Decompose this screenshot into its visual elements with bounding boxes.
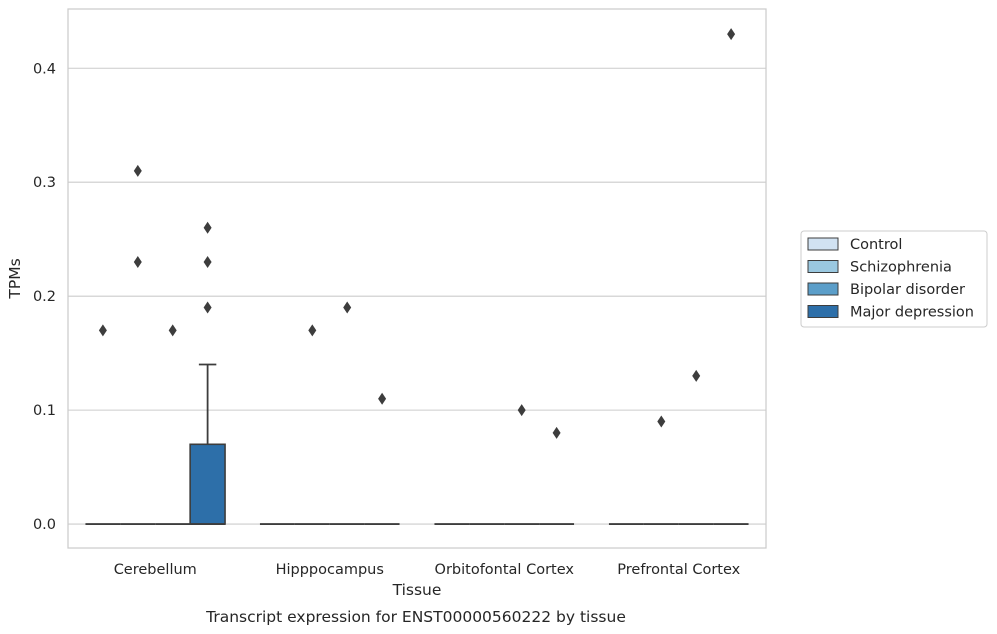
x-tick-label: Orbitofontal Cortex: [435, 562, 575, 578]
x-tick-labels: Cerebellum Hipppocampus Orbitofontal Corte…: [114, 562, 741, 578]
outlier-point: [517, 404, 526, 417]
outlier-point: [692, 369, 701, 382]
y-tick-labels: 0.0 0.1 0.2 0.3 0.4: [33, 61, 56, 533]
legend-swatch: [807, 260, 839, 273]
outlier-point: [308, 324, 317, 337]
y-tick-label: 0.2: [33, 289, 56, 305]
outlier-point: [378, 392, 387, 405]
gridlines: [68, 67, 766, 525]
x-tick-label: Hipppocampus: [276, 562, 384, 578]
legend-swatch: [807, 237, 839, 251]
x-axis-label: Tissue: [392, 581, 442, 599]
y-tick-label: 0.0: [33, 517, 56, 533]
outlier-point: [343, 301, 352, 314]
outlier-point: [133, 255, 142, 268]
y-tick-label: 0.4: [33, 61, 56, 77]
legend-swatch: [807, 282, 839, 296]
legend-label: Schizophrenia: [850, 260, 952, 276]
chart-caption: Transcript expression for ENST0000056022…: [205, 608, 626, 626]
y-axis-label: TPMs: [6, 258, 24, 299]
legend-label: Bipolar disorder: [850, 282, 965, 298]
x-tick-label: Prefrontal Cortex: [617, 562, 740, 578]
plot-frame: [67, 8, 767, 549]
outlier-point: [657, 415, 666, 428]
y-tick-label: 0.1: [33, 403, 56, 419]
outlier-point: [203, 301, 212, 314]
y-tick-label: 0.3: [33, 175, 56, 191]
outlier-point: [552, 426, 561, 439]
outlier-point: [168, 324, 177, 337]
outlier-point: [133, 164, 142, 177]
outlier-point: [203, 221, 212, 234]
outlier-point: [727, 28, 736, 41]
box-3-0: [189, 443, 226, 525]
legend-label: Control: [850, 237, 902, 253]
legend-label: Major depression: [850, 305, 974, 321]
plot-area: [85, 28, 749, 525]
x-tick-label: Cerebellum: [114, 562, 197, 578]
legend-frame: [800, 230, 988, 328]
legend: Control Schizophrenia Bipolar disorder Majo…: [800, 230, 988, 328]
legend-swatch: [807, 305, 839, 318]
outlier-point: [98, 324, 107, 337]
outlier-point: [203, 255, 212, 268]
